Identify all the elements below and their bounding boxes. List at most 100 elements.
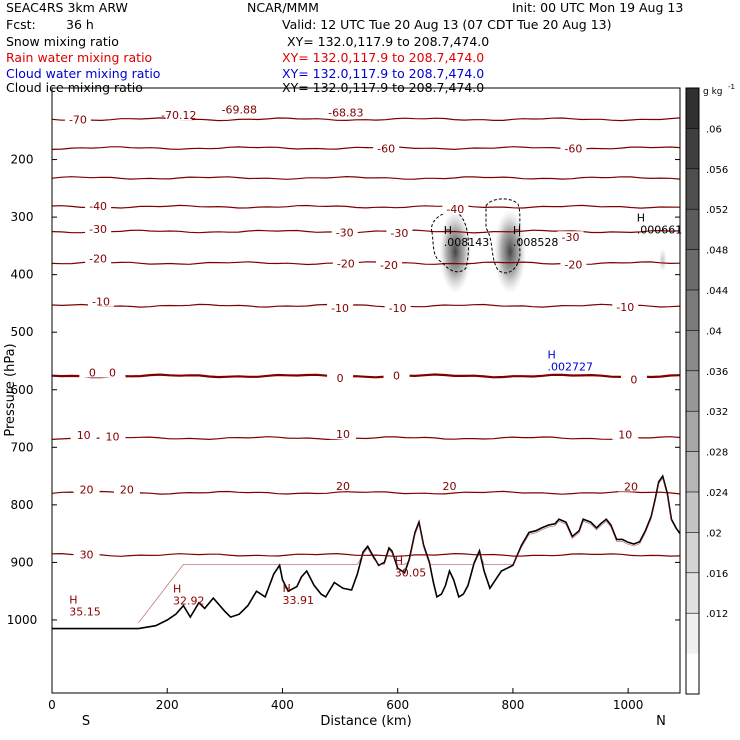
contour-label: -20	[380, 259, 398, 272]
x-tick-label: 1000	[613, 698, 644, 712]
valid-time: Valid: 12 UTC Tue 20 Aug 13 (07 CDT Tue …	[282, 17, 612, 32]
contour-label: -70	[69, 113, 87, 126]
colorbar-tick-label: .04	[706, 326, 722, 337]
contour-label: 20	[120, 483, 134, 496]
contour-label: 0	[393, 369, 400, 382]
field-label-cloud-water: Cloud water mixing ratio	[6, 66, 161, 81]
contour-label: 10	[618, 429, 632, 442]
left-end-label: S	[82, 714, 90, 729]
max-value-label: .008528	[513, 236, 559, 249]
contour-label-bg	[226, 103, 253, 115]
contour-label-bg	[618, 480, 645, 492]
contour-label: -69.88	[222, 103, 257, 116]
contour-label-bg	[332, 106, 359, 118]
colorbar-segment	[686, 128, 699, 170]
y-tick-label: 800	[11, 498, 34, 512]
max-h-marker: H	[513, 224, 521, 237]
contour-label-bg	[85, 200, 112, 212]
contour-label: -20	[564, 258, 582, 271]
max-h-marker: H	[395, 554, 403, 567]
contour-label-bg	[87, 295, 114, 307]
isotherm-line	[51, 175, 681, 180]
y-tick-label: 600	[11, 383, 34, 397]
colorbar-tick-label: .052	[706, 205, 728, 216]
shading-blob-1	[494, 209, 527, 294]
fcst-value: 36 h	[66, 17, 94, 32]
contour-label: 0	[89, 366, 96, 379]
colorbar-tick-label: .02	[706, 528, 722, 539]
contour-label-bg	[557, 231, 584, 243]
contour-label-bg	[64, 113, 91, 125]
cloud-outline	[485, 198, 521, 274]
colorbar-segment	[686, 653, 699, 695]
center-title: NCAR/MMM	[247, 0, 319, 15]
x-tick-label: 600	[386, 698, 409, 712]
max-h-marker: H	[444, 224, 452, 237]
colorbar-segment	[686, 209, 699, 251]
contour-label: -30	[89, 223, 107, 236]
max-h-marker: H	[547, 348, 555, 361]
contour-label-bg	[436, 479, 463, 491]
isotherm-line	[51, 204, 681, 209]
max-h-marker: H	[282, 582, 290, 595]
contour-label-bg	[73, 548, 100, 560]
colorbar-tick-label: .016	[706, 569, 728, 580]
x-tick-label: 800	[501, 698, 524, 712]
contour-label-bg	[620, 373, 647, 385]
contour-label-bg	[85, 252, 112, 264]
contour-label: 30	[80, 548, 94, 561]
contour-label: -10	[389, 302, 407, 315]
contour-label-bg	[386, 227, 413, 239]
y-tick-label: 1000	[7, 613, 38, 627]
contour-label: -30	[390, 227, 408, 240]
y-axis-label: Pressure (hPa)	[3, 343, 18, 436]
isotherm-30-terrain	[138, 477, 672, 624]
terrain-line	[52, 474, 681, 630]
isotherm-line	[51, 436, 681, 441]
contour-label: 0	[630, 373, 637, 386]
contour-label: 20	[443, 480, 457, 493]
y-tick-label: 300	[11, 210, 34, 224]
colorbar-tick-label: .032	[706, 407, 728, 418]
contour-label-bg	[327, 372, 354, 384]
contour-label-bg	[113, 483, 140, 495]
contour-label-bg	[165, 109, 192, 121]
init-time: Init: 00 UTC Mon 19 Aug 13	[512, 0, 684, 15]
contour-label: 20	[624, 480, 638, 493]
contour-label-bg	[70, 429, 97, 441]
colorbar-segment	[686, 613, 699, 655]
colorbar-tick-label: .024	[706, 488, 728, 499]
isotherm-line	[51, 552, 681, 557]
colorbar-segment	[686, 451, 699, 493]
colorbar-segment	[686, 411, 699, 453]
right-end-label: N	[656, 714, 666, 729]
contour-label-bg	[373, 142, 400, 154]
contour-label: 10	[105, 430, 119, 443]
colorbar-tick-label: .048	[706, 246, 728, 257]
max-value-label: 33.91	[282, 594, 314, 607]
contour-label: -60	[377, 143, 395, 156]
contour-label: -60	[564, 143, 582, 156]
colorbar-tick-label: .012	[706, 609, 728, 620]
y-tick-label: 700	[11, 440, 34, 454]
field-label-rain: Rain water mixing ratio	[6, 50, 153, 65]
x-tick-label: 0	[48, 698, 56, 712]
contour-label: -10	[92, 296, 110, 309]
contour-label: 20	[80, 483, 94, 496]
colorbar-segment	[686, 290, 699, 331]
cloud-outline	[431, 211, 469, 273]
contour-label-bg	[99, 430, 126, 442]
contour-label-bg	[85, 223, 112, 235]
colorbar-tick-label: .044	[706, 286, 728, 297]
contour-label-bg	[560, 142, 587, 154]
isotherm-line	[51, 117, 681, 122]
colorbar-segment	[686, 168, 699, 210]
colorbar-segment	[686, 370, 699, 412]
x-tick-label: 400	[271, 698, 294, 712]
contour-label-bg	[327, 302, 354, 314]
colorbar-tick-label: .056	[706, 165, 728, 176]
contour-label-bg	[442, 203, 469, 215]
colorbar-unit-exp: -1	[728, 83, 735, 91]
contour-label: -20	[337, 258, 355, 271]
colorbar-unit: g kg	[703, 87, 723, 97]
